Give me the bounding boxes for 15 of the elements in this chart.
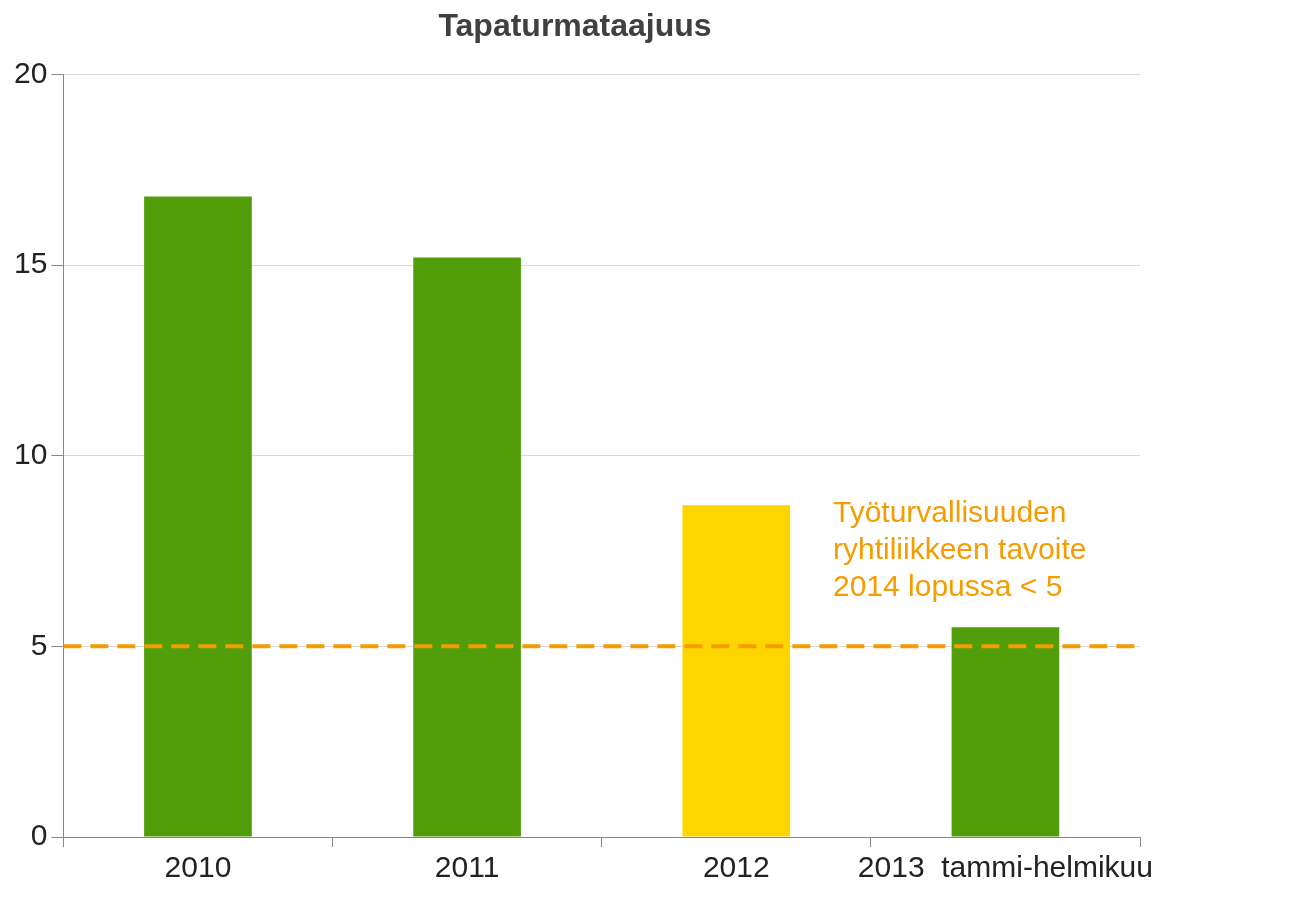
x-tick-label: 2012 <box>702 850 770 884</box>
y-tick-label: 20 <box>13 55 48 89</box>
bar <box>951 627 1060 837</box>
y-tick-label: 15 <box>13 246 48 280</box>
x-tick-label: 2011 <box>434 850 500 884</box>
bar <box>413 257 521 837</box>
x-tick-label: 2010 <box>164 850 232 884</box>
y-tick-label: 10 <box>13 436 48 470</box>
bar <box>144 196 252 837</box>
chart-title: Tapaturmataajuus <box>438 7 712 44</box>
y-tick-label: 0 <box>30 818 48 852</box>
ref-line-label: Työturvallisuuden ryhtiliikkeen tavoite 2014 lopussa < 5 <box>833 495 1087 603</box>
bar <box>682 505 791 837</box>
x-tick-label: 2013 tammi-helmikuu <box>857 850 1153 884</box>
y-tick-label: 5 <box>30 627 48 661</box>
